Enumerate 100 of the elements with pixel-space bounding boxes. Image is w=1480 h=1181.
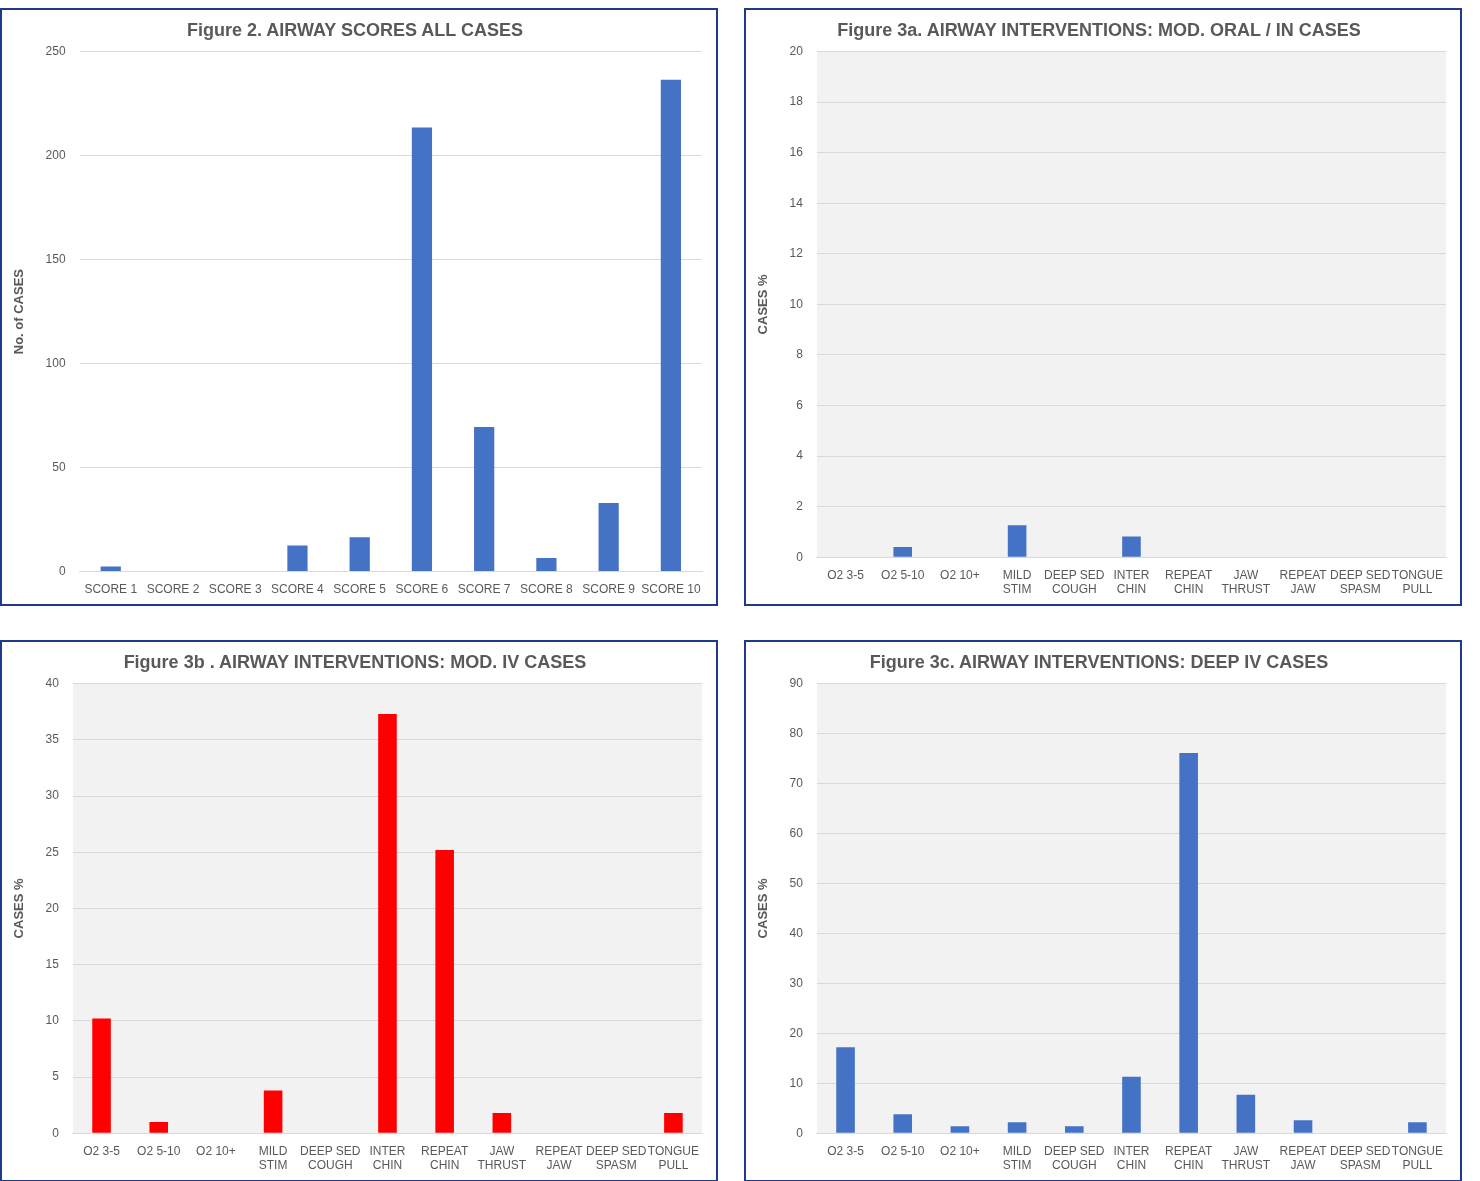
x-tick-label: DEEP SED SPASM (1329, 567, 1391, 597)
y-tick-label: 40 (789, 925, 804, 940)
y-tick-label: 0 (58, 563, 66, 578)
x-tick-label: O2 10+ (940, 1143, 980, 1158)
x-tick-label: SCORE 10 (641, 582, 701, 597)
y-tick-label: 0 (796, 1125, 804, 1140)
x-tick-label: O2 5-10 (881, 567, 925, 582)
x-tick-label: TONGUE PULL (647, 1143, 699, 1173)
bar (1293, 1120, 1313, 1133)
y-tick-label: 30 (45, 788, 60, 803)
x-tick-label: JAW THRUST (477, 1143, 527, 1173)
y-tick-label: 0 (52, 1125, 60, 1140)
y-tick-label: 0 (796, 549, 804, 564)
y-tick-label: 18 (789, 94, 804, 109)
x-tick-label: O2 10+ (940, 567, 980, 582)
x-tick-label: SCORE 9 (582, 582, 636, 597)
y-tick-label: 10 (789, 296, 804, 311)
bar (149, 1121, 169, 1133)
y-tick-label: 35 (45, 732, 60, 747)
bar (378, 713, 397, 1133)
bar (536, 558, 557, 572)
x-tick-label: O2 3-5 (827, 1143, 865, 1158)
x-tick-label: REPEAT CHIN (421, 1143, 469, 1173)
x-tick-label: TONGUE PULL (1391, 567, 1443, 597)
x-tick-label: SCORE 2 (146, 582, 200, 597)
bar (1236, 1094, 1256, 1133)
x-tick-label: REPEAT CHIN (1165, 1143, 1213, 1173)
y-tick-label: 20 (45, 900, 60, 915)
y-axis-title: No. of CASES (11, 268, 27, 355)
x-tick-label: O2 5-10 (137, 1143, 181, 1158)
chart-title: Figure 3b . AIRWAY INTERVENTIONS: MOD. IV CASES (123, 651, 587, 672)
x-tick-label: REPEAT JAW (1279, 567, 1328, 597)
x-tick-label: O2 5-10 (881, 1143, 925, 1158)
x-tick-label: SCORE 1 (84, 582, 138, 597)
y-tick-label: 12 (789, 246, 804, 261)
y-tick-label: 15 (45, 956, 60, 971)
y-tick-label: 20 (789, 43, 804, 58)
y-tick-label: 60 (789, 825, 804, 840)
y-tick-label: 40 (45, 675, 60, 690)
bar (92, 1018, 111, 1133)
x-tick-label: JAW THRUST (1221, 1143, 1271, 1173)
x-tick-label: SCORE 5 (333, 582, 387, 597)
y-tick-label: 20 (789, 1025, 804, 1040)
x-tick-label: MILD STIM (1002, 567, 1032, 597)
x-tick-label: MILD STIM (1002, 1143, 1032, 1173)
bar (664, 1112, 683, 1133)
chart-title: Figure 3c. AIRWAY INTERVENTIONS: DEEP IV CASES (869, 651, 1329, 672)
bar (950, 1126, 970, 1133)
y-tick-label: 10 (45, 1013, 60, 1028)
chart-title: Figure 2. AIRWAY SCORES ALL CASES (186, 19, 524, 40)
x-tick-label: DEEP SED SPASM (585, 1143, 647, 1173)
bar (836, 1047, 855, 1133)
bar (1179, 753, 1198, 1133)
y-tick-label: 8 (796, 347, 804, 362)
bar (1007, 1122, 1027, 1133)
y-tick-label: 80 (789, 725, 804, 740)
y-tick-label: 16 (789, 145, 804, 160)
x-tick-label: SCORE 3 (208, 582, 262, 597)
y-tick-label: 30 (789, 975, 804, 990)
bar (349, 537, 370, 572)
bar (411, 127, 433, 572)
y-tick-label: 150 (45, 251, 66, 266)
chart-title: Figure 3a. AIRWAY INTERVENTIONS: MOD. ORAL / IN CASES (837, 19, 1361, 40)
bar (660, 79, 681, 572)
y-axis-title: CASES % (755, 877, 771, 939)
y-tick-label: 5 (52, 1069, 60, 1084)
y-tick-label: 2 (796, 498, 804, 513)
bar (435, 849, 454, 1133)
y-tick-label: 200 (45, 147, 66, 162)
bar (263, 1090, 283, 1133)
bar (474, 427, 495, 572)
bar (100, 566, 121, 572)
bar (893, 1114, 913, 1133)
bar (1064, 1126, 1084, 1133)
bar (1122, 1076, 1141, 1133)
y-tick-label: 100 (45, 355, 66, 370)
x-tick-label: O2 10+ (196, 1143, 236, 1158)
x-tick-label: SCORE 8 (520, 582, 574, 597)
x-tick-label: SCORE 4 (271, 582, 325, 597)
y-tick-label: 50 (789, 875, 804, 890)
x-tick-label: DEEP SED COUGH (300, 1143, 361, 1173)
x-tick-label: MILD STIM (258, 1143, 288, 1173)
bar (287, 545, 308, 572)
y-axis-title: CASES % (11, 877, 27, 939)
y-tick-label: 25 (45, 844, 60, 859)
y-axis-title: CASES % (755, 273, 771, 335)
y-tick-label: 6 (796, 397, 804, 412)
y-tick-label: 10 (789, 1075, 804, 1090)
x-tick-label: DEEP SED SPASM (1329, 1143, 1391, 1173)
x-tick-label: O2 3-5 (827, 567, 865, 582)
x-tick-label: SCORE 7 (457, 582, 511, 597)
x-tick-label: REPEAT JAW (535, 1143, 584, 1173)
x-tick-label: DEEP SED COUGH (1044, 567, 1105, 597)
y-tick-label: 90 (789, 675, 804, 690)
y-tick-label: 50 (52, 459, 66, 474)
y-tick-label: 4 (796, 448, 804, 463)
x-tick-label: JAW THRUST (1221, 567, 1271, 597)
x-tick-label: INTER CHIN (1113, 1143, 1150, 1173)
x-tick-label: REPEAT CHIN (1165, 567, 1213, 597)
bar (492, 1112, 512, 1133)
